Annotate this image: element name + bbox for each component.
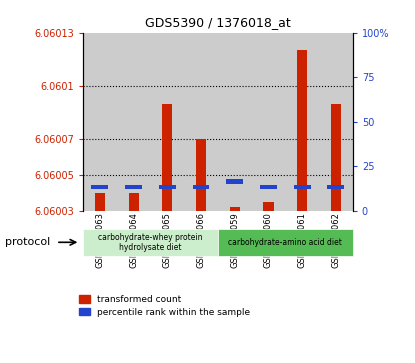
Bar [319, 33, 353, 211]
Text: carbohydrate-whey protein
hydrolysate diet: carbohydrate-whey protein hydrolysate di… [98, 233, 203, 252]
Bar [218, 229, 353, 256]
Bar [264, 201, 273, 211]
Bar [117, 33, 151, 211]
Bar [159, 185, 176, 189]
Bar [83, 229, 218, 256]
Bar [162, 104, 172, 211]
Bar [125, 185, 142, 189]
Bar [297, 50, 307, 211]
Bar [331, 104, 341, 211]
Bar [226, 179, 243, 184]
Bar [327, 185, 344, 189]
Bar [251, 33, 286, 211]
Bar [294, 185, 310, 189]
Bar [286, 33, 319, 211]
Bar [151, 33, 184, 211]
Bar [218, 33, 251, 211]
Title: GDS5390 / 1376018_at: GDS5390 / 1376018_at [145, 16, 291, 29]
Text: protocol: protocol [5, 237, 51, 247]
Legend: transformed count, percentile rank within the sample: transformed count, percentile rank withi… [79, 295, 250, 317]
Bar [229, 207, 240, 211]
Bar [260, 185, 277, 189]
Bar [184, 33, 218, 211]
Bar [193, 185, 210, 189]
Bar [95, 193, 105, 211]
Bar [91, 185, 108, 189]
Bar [196, 139, 206, 211]
Bar [83, 33, 117, 211]
Text: carbohydrate-amino acid diet: carbohydrate-amino acid diet [228, 238, 342, 247]
Bar [129, 193, 139, 211]
